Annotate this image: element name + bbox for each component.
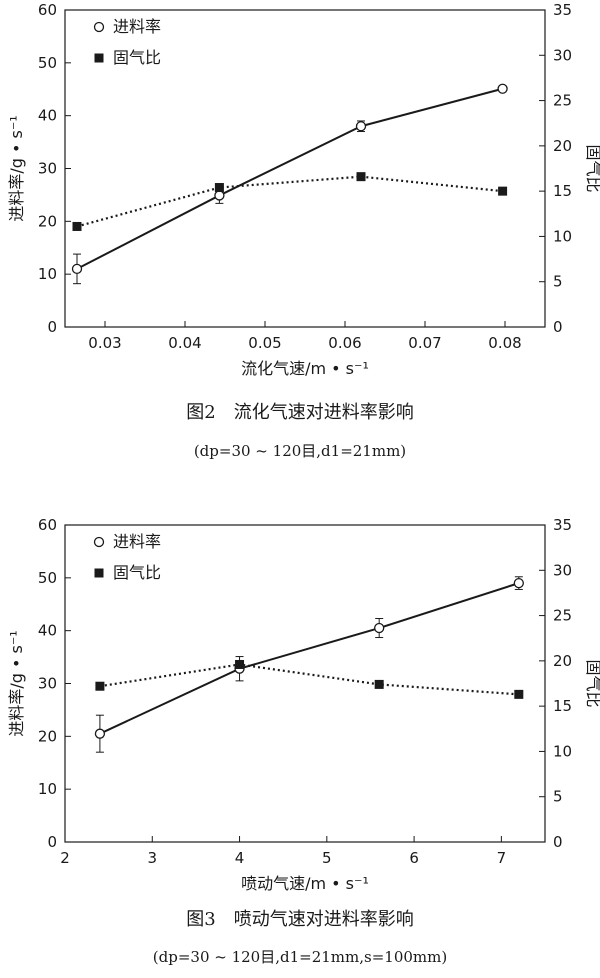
x-axis-label: 喷动气速/m • s⁻¹ bbox=[241, 874, 369, 893]
series-line-feed-rate bbox=[99, 582, 520, 735]
feed-rate-point bbox=[355, 121, 367, 132]
legend-marker-feed-rate bbox=[93, 21, 105, 33]
y2-tick-label: 30 bbox=[553, 561, 572, 579]
x-tick-label: 2 bbox=[60, 849, 70, 867]
figure-fluidization: 0.03 0.04 0.05 0.06 0.07 0.08 0 10 20 30 40 50 60 0 5 1… bbox=[0, 0, 600, 389]
x-tick-label: 0.06 bbox=[328, 334, 361, 352]
caption-sub-fig2: (dp=30 ~ 120目,d1=21mm) bbox=[193, 442, 407, 460]
y-tick-label: 0 bbox=[47, 318, 57, 336]
solid-gas-ratio-point bbox=[514, 689, 524, 699]
y2-tick-label: 10 bbox=[553, 742, 572, 760]
chart-spouting-velocity: 2 3 4 5 6 7 0 10 20 30 40 50 60 0 5 10 15 20 25 30 35 喷动气速/m … bbox=[7, 516, 600, 893]
y2-tick-label: 5 bbox=[553, 273, 563, 291]
y-axis-label: 进料率/g • s⁻¹ bbox=[7, 115, 26, 221]
solid-gas-ratio-point bbox=[356, 172, 366, 182]
x-tick-label: 0.07 bbox=[408, 334, 441, 352]
y-tick-label: 50 bbox=[38, 569, 57, 587]
series-line-solid-gas-ratio bbox=[76, 175, 503, 228]
y2-tick-label: 0 bbox=[553, 833, 563, 851]
y-tick-label: 60 bbox=[38, 516, 57, 534]
y-tick-label: 20 bbox=[38, 212, 57, 230]
y-tick-label: 30 bbox=[38, 675, 57, 693]
y-tick-label: 20 bbox=[38, 727, 57, 745]
legend-marker-solid-gas-ratio bbox=[94, 53, 104, 63]
x-tick-label: 0.04 bbox=[168, 334, 201, 352]
y-tick-label: 0 bbox=[47, 833, 57, 851]
x-tick-label: 0.08 bbox=[488, 334, 521, 352]
solid-gas-ratio-point bbox=[214, 183, 224, 193]
y2-tick-label: 35 bbox=[553, 516, 572, 534]
legend-label-feed-rate: 进料率 bbox=[113, 17, 161, 36]
y-tick-label: 30 bbox=[38, 160, 57, 178]
solid-gas-ratio-point bbox=[235, 659, 245, 669]
figure-spouting: 2 3 4 5 6 7 0 10 20 30 40 50 60 0 5 10 15 20 25 30 35 喷动气速/m … bbox=[0, 510, 600, 904]
legend-marker-solid-gas-ratio bbox=[94, 568, 104, 578]
y-tick-label: 10 bbox=[38, 265, 57, 283]
y2-axis-label: 固气比 bbox=[584, 659, 600, 707]
y2-tick-label: 25 bbox=[553, 92, 572, 110]
y2-tick-label: 15 bbox=[553, 182, 572, 200]
caption-title-fig2: 图2 流化气速对进料率影响 bbox=[186, 402, 414, 423]
y2-tick-label: 20 bbox=[553, 137, 572, 155]
y-tick-label: 60 bbox=[38, 1, 57, 19]
y-tick-label: 10 bbox=[38, 780, 57, 798]
chart-fluidization-velocity: 0.03 0.04 0.05 0.06 0.07 0.08 0 10 20 30 40 50 60 0 5 1… bbox=[7, 1, 600, 378]
caption-title-fig3: 图3 喷动气速对进料率影响 bbox=[186, 909, 414, 930]
feed-rate-point bbox=[71, 263, 83, 275]
solid-gas-ratio-point bbox=[72, 221, 82, 231]
y-tick-label: 40 bbox=[38, 622, 57, 640]
y2-tick-label: 20 bbox=[553, 652, 572, 670]
y2-axis-label: 固气比 bbox=[584, 144, 600, 192]
legend-label-solid-gas-ratio: 固气比 bbox=[113, 563, 161, 582]
y2-tick-label: 25 bbox=[553, 607, 572, 625]
x-axis-label: 流化气速/m • s⁻¹ bbox=[241, 359, 369, 378]
y2-tick-label: 15 bbox=[553, 697, 572, 715]
legend-marker-feed-rate bbox=[93, 536, 105, 548]
x-tick-label: 6 bbox=[409, 849, 419, 867]
caption-sub-fig3: (dp=30 ~ 120目,d1=21mm,s=100mm) bbox=[152, 948, 448, 966]
x-tick-label: 3 bbox=[147, 849, 157, 867]
y2-tick-label: 35 bbox=[553, 1, 572, 19]
y2-tick-label: 10 bbox=[553, 227, 572, 245]
x-tick-label: 4 bbox=[235, 849, 245, 867]
x-tick-label: 5 bbox=[322, 849, 332, 867]
series-line-solid-gas-ratio bbox=[99, 663, 519, 696]
y2-tick-label: 30 bbox=[553, 46, 572, 64]
x-tick-label: 0.05 bbox=[248, 334, 281, 352]
feed-rate-point bbox=[214, 190, 225, 201]
y-axis-label: 进料率/g • s⁻¹ bbox=[7, 630, 26, 736]
legend-label-solid-gas-ratio: 固气比 bbox=[113, 48, 161, 67]
y-tick-label: 50 bbox=[38, 54, 57, 72]
legend-label-feed-rate: 进料率 bbox=[113, 532, 161, 551]
y2-tick-label: 0 bbox=[553, 318, 563, 336]
series-line-feed-rate bbox=[76, 87, 503, 270]
x-tick-label: 7 bbox=[497, 849, 507, 867]
y-tick-label: 40 bbox=[38, 107, 57, 125]
feed-rate-point bbox=[94, 728, 106, 739]
feed-rate-point bbox=[497, 83, 508, 94]
solid-gas-ratio-point bbox=[374, 679, 384, 689]
solid-gas-ratio-point bbox=[95, 681, 105, 691]
x-tick-label: 0.03 bbox=[88, 334, 121, 352]
solid-gas-ratio-point bbox=[498, 186, 508, 196]
y2-tick-label: 5 bbox=[553, 788, 563, 806]
feed-rate-point bbox=[374, 622, 385, 634]
feed-rate-point bbox=[513, 577, 524, 589]
